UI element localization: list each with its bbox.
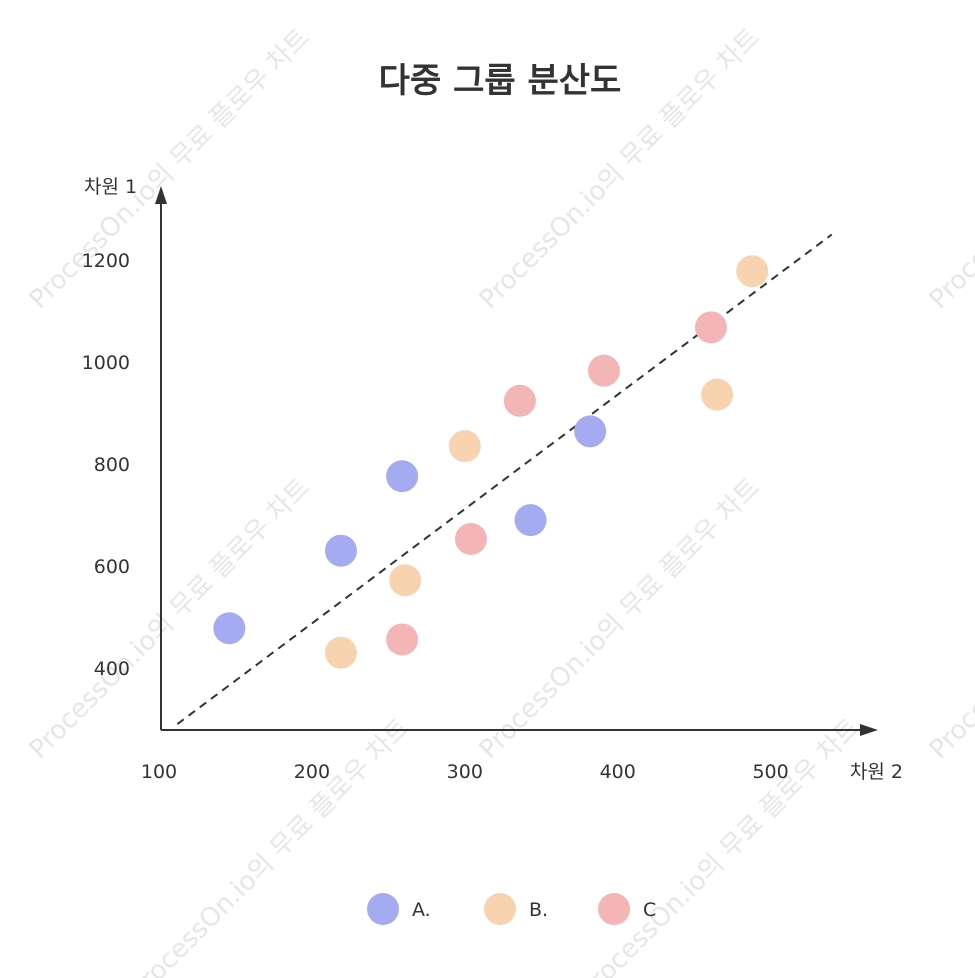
y-tick-label: 400 — [94, 658, 130, 680]
data-point-series-2 — [389, 564, 422, 597]
x-axis-arrow — [860, 724, 878, 736]
data-point-series-1 — [574, 415, 607, 448]
data-point-series-1 — [386, 460, 419, 493]
x-tick-label: 100 — [141, 761, 177, 783]
watermark-text: ProcessOn.io의 무료 플로우 차트 — [124, 713, 416, 978]
watermark-text: ProcessOn.io의 무료 플로우 차트 — [24, 23, 316, 315]
data-point-series-2 — [324, 636, 357, 669]
data-point-series-3 — [694, 311, 727, 344]
legend-label: A. — [412, 899, 431, 921]
x-tick-label: 300 — [447, 761, 483, 783]
x-tick-label: 500 — [752, 761, 788, 783]
x-tick-labels: 100 200 300 400 500 — [141, 761, 789, 783]
data-point-series-3 — [503, 384, 536, 417]
data-point-series-1 — [213, 612, 246, 645]
y-tick-labels: 400 600 800 1000 1200 — [82, 250, 130, 680]
data-points — [213, 255, 769, 669]
watermark-text: ProcessOn.io의 무료 플로우 차트 — [924, 473, 975, 765]
watermark-text: ProcessOn.io의 무료 플로우 차트 — [574, 713, 866, 978]
data-point-series-1 — [324, 534, 357, 567]
trendline-layer — [176, 233, 833, 725]
legend-marker — [367, 893, 399, 925]
legend-marker — [484, 893, 516, 925]
legend-label: C — [643, 899, 656, 921]
legend-label: B. — [529, 899, 548, 921]
y-tick-label: 1000 — [82, 352, 130, 374]
legend-marker — [598, 893, 630, 925]
data-point-series-3 — [454, 522, 487, 555]
data-point-series-1 — [514, 504, 547, 537]
y-tick-label: 1200 — [82, 250, 130, 272]
x-tick-label: 200 — [294, 761, 330, 783]
y-tick-label: 600 — [94, 556, 130, 578]
axes — [155, 186, 878, 736]
x-tick-label: 400 — [600, 761, 636, 783]
data-point-series-3 — [386, 623, 419, 656]
data-point-series-2 — [701, 378, 734, 411]
watermark-layer: ProcessOn.io의 무료 플로우 차트 ProcessOn.io의 무료 … — [24, 23, 975, 978]
data-point-series-2 — [736, 255, 769, 288]
watermark-text: ProcessOn.io의 무료 플로우 차트 — [24, 473, 316, 765]
watermark-text: ProcessOn.io의 무료 플로우 차트 — [924, 23, 975, 315]
x-axis-label: 차원 2 — [850, 761, 903, 783]
legend: A. B. C — [367, 893, 656, 925]
trendline — [176, 233, 833, 725]
y-axis-label: 차원 1 — [84, 176, 137, 198]
data-point-series-3 — [587, 354, 620, 387]
y-tick-label: 800 — [94, 454, 130, 476]
chart-title: 다중 그룹 분산도 — [379, 61, 622, 101]
y-axis-arrow — [155, 186, 167, 204]
data-point-series-2 — [448, 430, 481, 463]
